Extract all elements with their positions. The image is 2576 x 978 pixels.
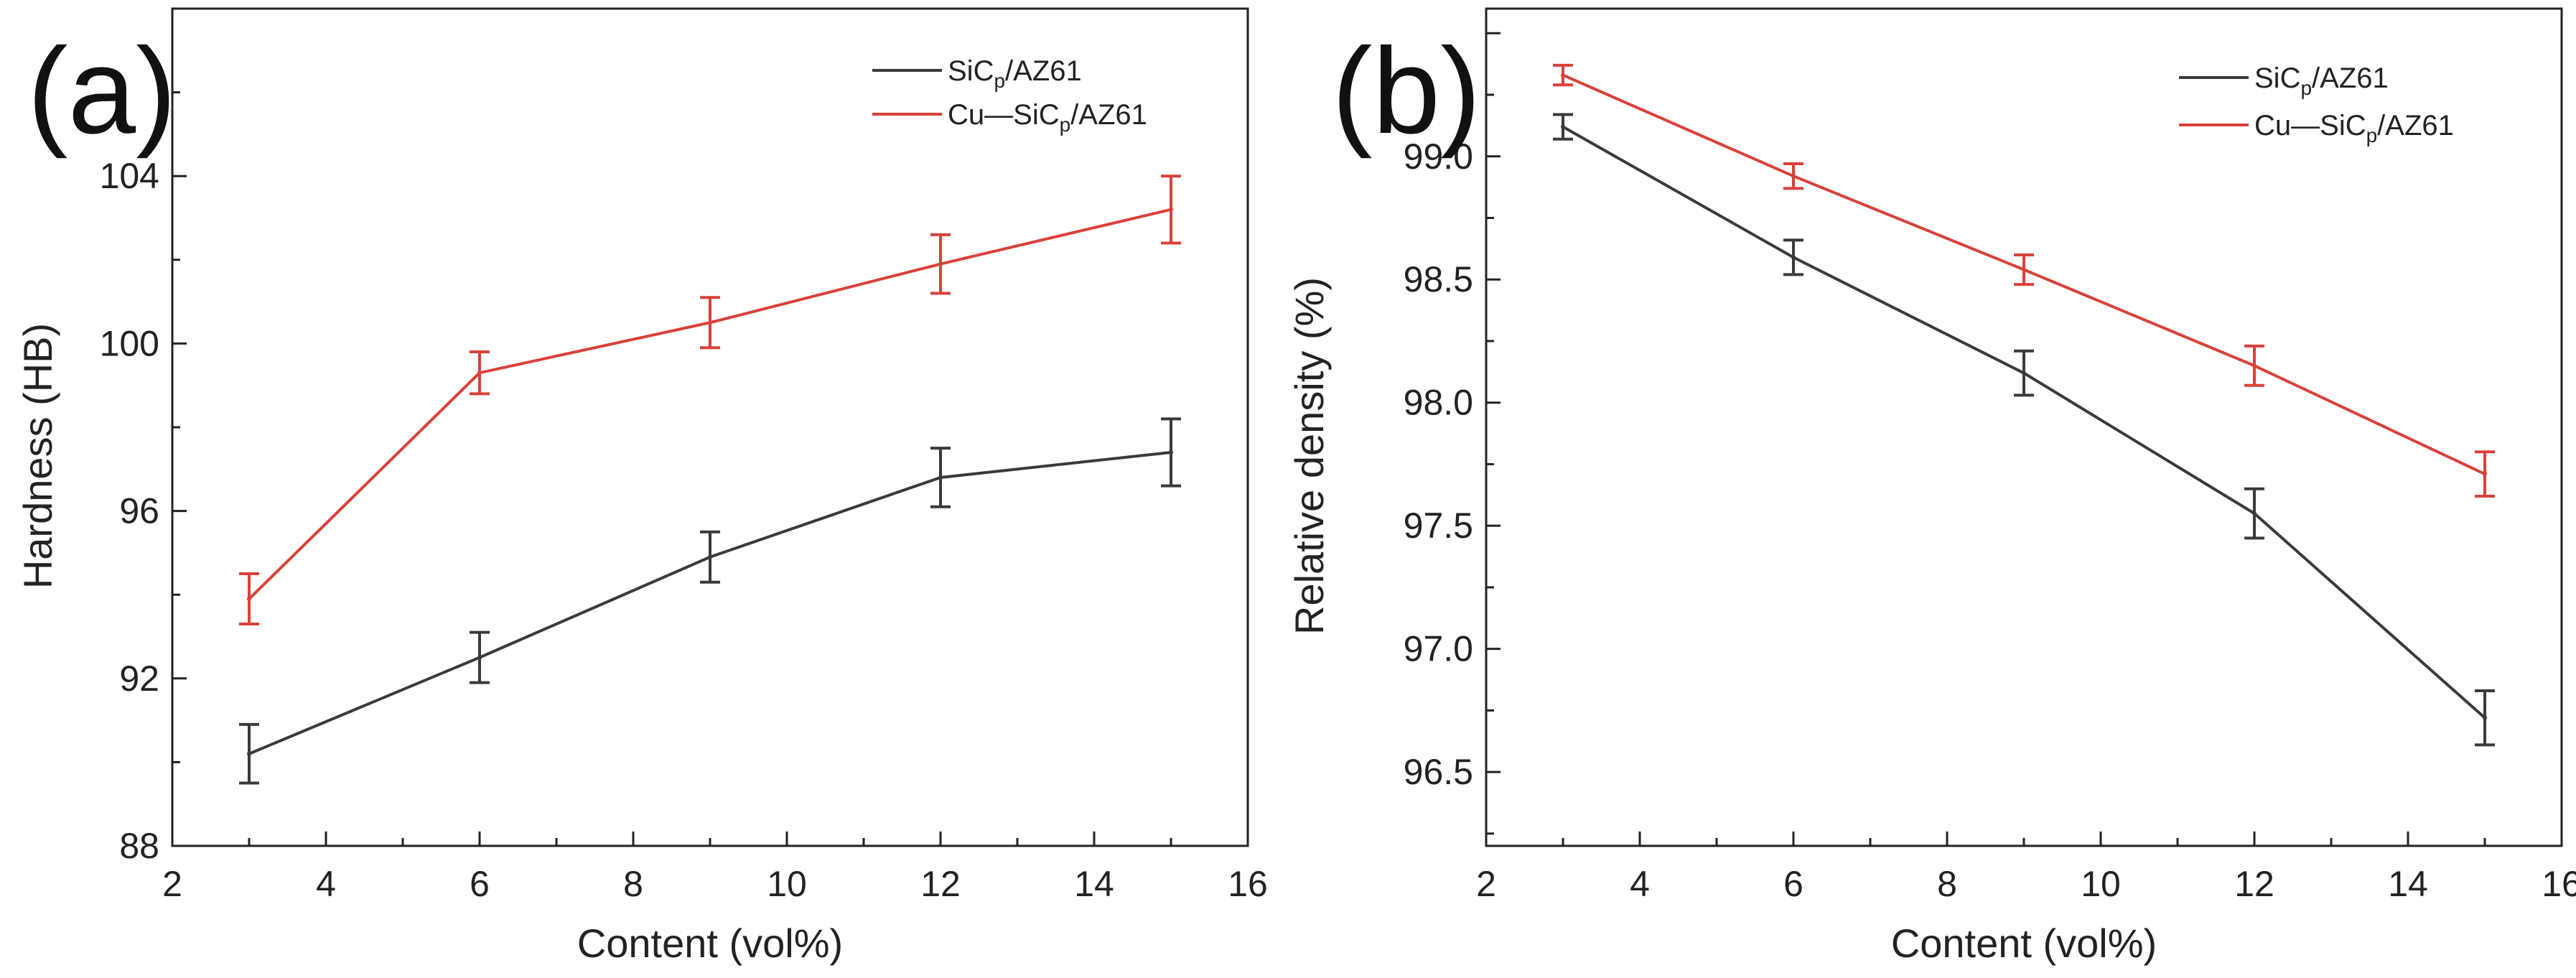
y-tick-label: 96 (119, 491, 159, 531)
x-tick-label: 14 (2388, 864, 2428, 904)
data-point (247, 597, 251, 602)
x-tick-label: 16 (1228, 864, 1268, 904)
legend-name-tail: /AZ61 (2377, 110, 2454, 141)
y-tick-label: 97.5 (1404, 506, 1473, 546)
x-axis-label: Content (vol%) (577, 921, 843, 966)
x-tick-label: 14 (1074, 864, 1114, 904)
x-tick-label: 8 (623, 864, 643, 904)
legend-name: SiC (2254, 62, 2300, 94)
x-tick-label: 4 (316, 864, 336, 904)
y-tick-label: 98.0 (1404, 383, 1473, 423)
y-tick-label: 104 (100, 156, 159, 196)
legend-subscript: p (2300, 77, 2312, 99)
legend-name: Cu—SiC (2254, 110, 2366, 141)
series-line (248, 450, 1172, 755)
x-tick-label: 4 (1630, 864, 1650, 904)
data-point (1169, 207, 1173, 212)
x-tick-label: 2 (162, 864, 182, 904)
legend-name-tail: /AZ61 (1005, 55, 1082, 87)
x-tick-label: 10 (2081, 864, 2121, 904)
y-tick-label: 99.0 (1404, 136, 1473, 177)
x-tick-label: 8 (1937, 864, 1957, 904)
legend-name: SiC (948, 55, 994, 87)
legend-name-tail: /AZ61 (2312, 62, 2389, 94)
legend-label: Cu—SiCp/AZ61 (2254, 110, 2454, 146)
data-point (1561, 124, 1565, 129)
legend-subscript: p (2366, 124, 2378, 146)
data-point (1791, 255, 1796, 260)
data-point (2252, 363, 2257, 368)
y-tick-label: 98.5 (1404, 259, 1473, 299)
panel-label: (a) (27, 23, 177, 159)
legend-subscript: p (994, 70, 1005, 92)
y-tick-label: 100 (100, 323, 159, 363)
data-point (477, 371, 482, 376)
data-point (2022, 371, 2026, 376)
data-point (2483, 472, 2487, 477)
data-point (708, 320, 712, 325)
data-point (2483, 715, 2487, 720)
legend-subscript: p (1060, 113, 1071, 136)
y-tick-label: 92 (119, 658, 159, 699)
x-tick-label: 2 (1476, 864, 1496, 904)
data-point (2252, 511, 2257, 516)
data-point (247, 751, 251, 756)
legend-name-tail: /AZ61 (1070, 99, 1147, 131)
x-tick-label: 6 (470, 864, 490, 904)
x-tick-label: 10 (767, 864, 807, 904)
y-tick-label: 97.0 (1404, 629, 1473, 669)
panel-label: (b) (1332, 23, 1481, 159)
y-tick-label: 96.5 (1404, 752, 1473, 792)
legend-label: SiCp/AZ61 (2254, 62, 2389, 99)
data-point (1791, 174, 1796, 179)
data-point (1561, 73, 1565, 78)
y-axis-label: Hardness (HB) (15, 323, 60, 589)
data-point (938, 475, 943, 480)
x-axis-label: Content (vol%) (1891, 921, 2157, 966)
legend-label: Cu—SiCp/AZ61 (948, 99, 1147, 136)
y-tick-label: 88 (119, 826, 159, 866)
x-tick-label: 12 (2234, 864, 2274, 904)
plot-frame (171, 7, 1249, 847)
x-tick-label: 6 (1783, 864, 1803, 904)
data-point (477, 655, 482, 660)
x-tick-label: 12 (920, 864, 961, 904)
data-point (938, 261, 943, 266)
legend-label: SiCp/AZ61 (948, 55, 1082, 92)
y-axis-label: Relative density (%) (1287, 277, 1332, 635)
legend-name: Cu—SiC (948, 99, 1060, 131)
data-point (708, 554, 712, 559)
data-point (2022, 267, 2026, 272)
panel-b: 2 4 6 8 10 12 14 16 96.5 97.0 97.5 98.0 98.5 99.0 Cont… (1287, 7, 2576, 966)
panel-a: 2 4 6 8 10 12 14 16 88 92 96 100 104 Content (vol%) Ha… (15, 7, 1268, 966)
x-tick-label: 16 (2542, 864, 2576, 904)
data-point (1169, 450, 1173, 455)
series-line (1562, 125, 2486, 719)
